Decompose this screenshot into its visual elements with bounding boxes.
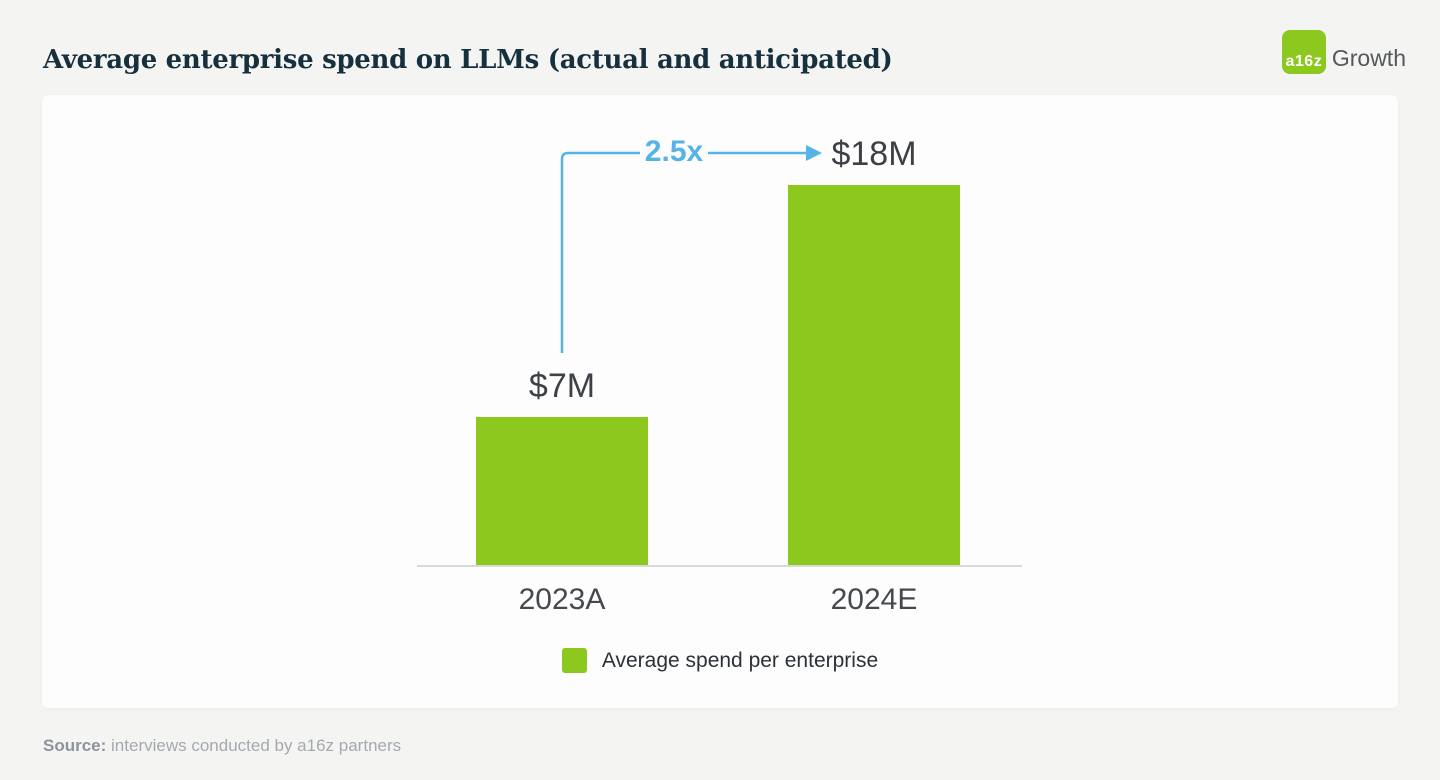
- a16z-growth-logo: a16z Growth: [1281, 30, 1406, 74]
- x-axis-label-2023a: 2023A: [518, 583, 606, 616]
- growth-arrow: [560, 145, 822, 353]
- legend: Average spend per enterprise: [42, 648, 1398, 673]
- source-label: Source:: [43, 736, 107, 755]
- source-note: Source: interviews conducted by a16z par…: [43, 736, 401, 756]
- source-text: interviews conducted by a16z partners: [111, 736, 402, 755]
- a16z-logo-text: a16z: [1285, 53, 1323, 70]
- legend-swatch: [561, 648, 587, 673]
- bar-group-2023a: $7M: [476, 369, 648, 565]
- value-label-2024e: $18M: [831, 135, 917, 173]
- bar-chart: 2.5x $7M $18M: [42, 95, 1398, 565]
- value-label-2023a: $7M: [528, 367, 596, 405]
- bar-group-2024e: $18M: [788, 137, 960, 565]
- bar-2023a: [476, 417, 648, 565]
- x-axis-line: [417, 565, 1022, 567]
- a16z-logo-mark: a16z: [1281, 30, 1326, 74]
- legend-label: Average spend per enterprise: [601, 648, 879, 672]
- multiplier-annotation: 2.5x: [644, 135, 704, 168]
- bar-2024e: [788, 185, 960, 565]
- chart-card: 2.5x $7M $18M 2023A 2024E Average spend …: [42, 95, 1398, 708]
- logo-growth-text: Growth: [1331, 45, 1406, 71]
- x-axis-label-2024e: 2024E: [830, 583, 918, 616]
- page-title: Average enterprise spend on LLMs (actual…: [43, 45, 893, 75]
